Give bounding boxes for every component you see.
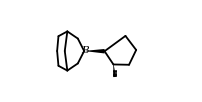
Text: B: B: [80, 46, 88, 55]
Polygon shape: [113, 64, 115, 77]
Polygon shape: [85, 49, 104, 53]
